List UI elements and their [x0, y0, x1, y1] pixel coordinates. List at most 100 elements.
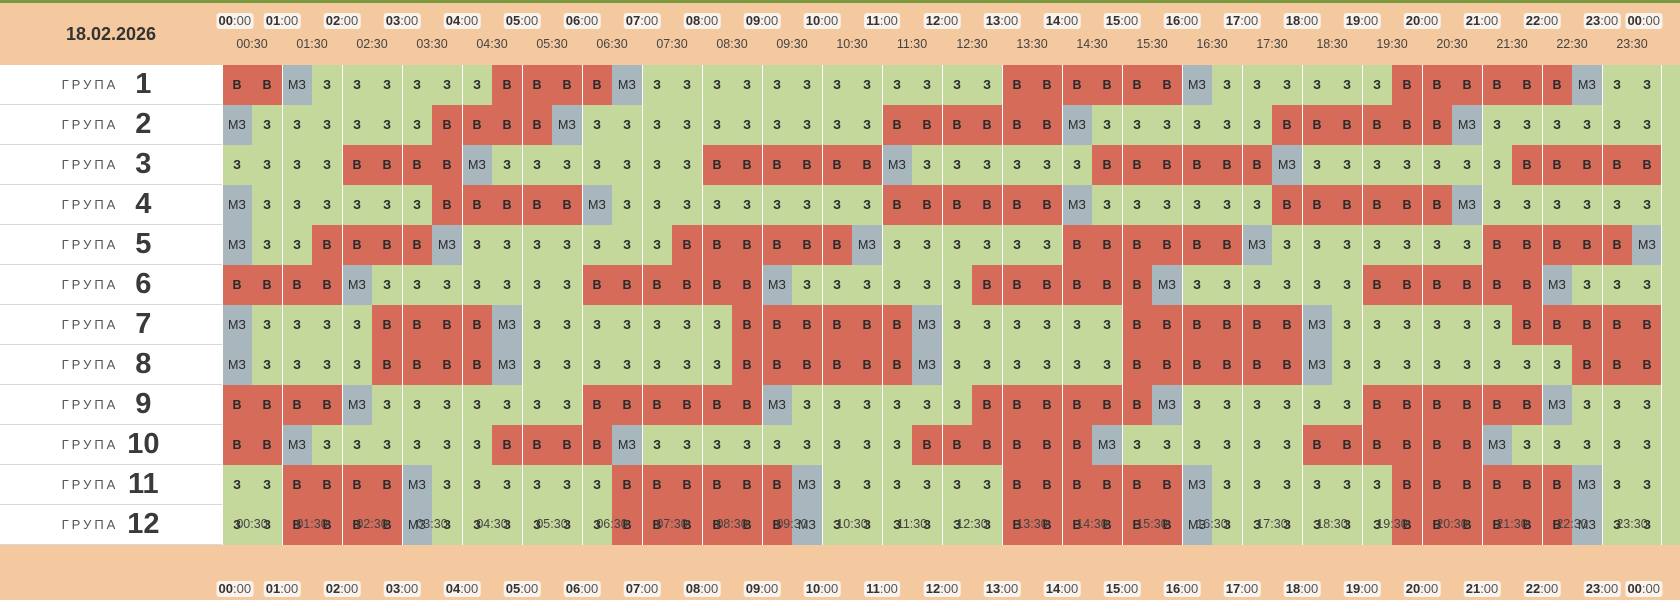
slot-cell-on: З [1572, 385, 1602, 425]
hour-divider [462, 65, 463, 545]
slot-cell-on: З [312, 145, 342, 185]
half-hour-label: 22:30 [1556, 517, 1588, 531]
slot-cell-off: В [1272, 305, 1302, 345]
slot-cell-on: З [1302, 505, 1332, 545]
hour-label-minutes: :00 [1060, 13, 1079, 28]
slot-cell-off: В [402, 345, 432, 385]
slot-cell-off: В [822, 225, 852, 265]
slot-cell-on: З [582, 225, 612, 265]
slot-cell-on: З [1332, 145, 1362, 185]
slot-cell-maybe: МЗ [552, 105, 582, 145]
slot-cell-on: З [672, 145, 702, 185]
slot-cell-on: З [912, 505, 942, 545]
group-label: ГРУПА 4 [0, 185, 222, 225]
group-label-word: ГРУПА [61, 117, 119, 132]
slot-cell-off: В [222, 65, 252, 105]
slot-cell-off: В [252, 65, 282, 105]
slot-cell-off: В [372, 225, 402, 265]
slot-cell-on: З [552, 225, 582, 265]
slot-cell-off: В [282, 465, 312, 505]
slot-cell-on: З [1362, 465, 1392, 505]
half-hour-label: 09:30 [776, 37, 808, 51]
slot-cell-on: З [942, 465, 972, 505]
slot-cell-off: В [1362, 105, 1392, 145]
slot-cell-on: З [672, 105, 702, 145]
slot-cell-maybe: МЗ [762, 385, 792, 425]
slot-cell-off: В [1152, 225, 1182, 265]
slot-cell-on: З [612, 145, 642, 185]
hour-label-minutes: :00 [1480, 581, 1499, 596]
slot-cell-off: В [1392, 425, 1422, 465]
slot-cell-off: В [252, 385, 282, 425]
hour-label-hours: 13 [985, 13, 1001, 28]
slot-cell-off: В [1572, 305, 1602, 345]
slot-cell-on: З [552, 465, 582, 505]
slot-cell-on: З [1452, 345, 1482, 385]
group-row: ГРУПА 12 З З В В В В МЗ З З З З З З В В В В В В МЗ З З З З З З В В В В В… [0, 505, 1680, 545]
slot-cell-on: З [1632, 425, 1662, 465]
slot-cell-off: В [1152, 65, 1182, 105]
slot-cell-off: В [672, 505, 702, 545]
slot-cell-on: З [372, 105, 402, 145]
slot-cell-on: З [642, 225, 672, 265]
hour-label-hours: 23 [1585, 581, 1601, 596]
hour-label-hours: 20 [1405, 581, 1421, 596]
slot-cell-off: В [1452, 505, 1482, 545]
slot-cell-off: В [1482, 65, 1512, 105]
slot-cell-on: З [1542, 185, 1572, 225]
hour-label-hours: 19 [1345, 581, 1361, 596]
hour-divider [1242, 65, 1243, 545]
slot-cell-on: З [462, 425, 492, 465]
slot-cell-maybe: МЗ [432, 225, 462, 265]
slot-cell-on: З [882, 465, 912, 505]
slot-cell-off: В [1272, 185, 1302, 225]
hour-label-minutes: :00 [1600, 13, 1619, 28]
hour-label-hours: 09 [745, 581, 761, 596]
slot-cell-off: В [1362, 265, 1392, 305]
slot-cell-maybe: МЗ [222, 225, 252, 265]
slot-cell-off: В [372, 345, 402, 385]
half-hour-label: 17:30 [1256, 517, 1288, 531]
hour-label: 19:00 [1343, 13, 1381, 29]
group-number: 7 [135, 308, 152, 340]
slot-cell-off: В [1002, 385, 1032, 425]
slot-cell-off: В [1422, 385, 1452, 425]
slot-cell-on: З [1332, 225, 1362, 265]
hour-label: 02:00 [323, 13, 361, 29]
slot-cell-on: З [672, 345, 702, 385]
slot-cell-on: З [612, 225, 642, 265]
slot-cell-off: В [732, 385, 762, 425]
slot-cell-on: З [1122, 185, 1152, 225]
group-label: ГРУПА 9 [0, 385, 222, 425]
group-row: ГРУПА 10 В В МЗ З З З З З З В В В В МЗ З З З З З З З З З В В В В В В МЗ… [0, 425, 1680, 465]
half-hour-label: 09:30 [776, 517, 808, 531]
slot-cell-on: З [702, 345, 732, 385]
slot-cell-on: З [552, 385, 582, 425]
slot-cell-on: З [252, 465, 282, 505]
slot-cell-off: В [1242, 345, 1272, 385]
hour-divider [822, 65, 823, 545]
slot-cell-on: З [792, 105, 822, 145]
hour-label-hours: 00 [218, 581, 233, 596]
half-hour-label: 18:30 [1316, 37, 1348, 51]
slot-cell-on: З [942, 345, 972, 385]
slot-cell-on: З [912, 145, 942, 185]
slot-cell-on: З [1632, 385, 1662, 425]
slot-cell-on: З [822, 105, 852, 145]
slot-cell-off: В [672, 465, 702, 505]
slot-cell-off: В [1572, 345, 1602, 385]
slot-cell-off: В [492, 65, 522, 105]
hour-label-minutes: :00 [820, 581, 839, 596]
group-label: ГРУПА 2 [0, 105, 222, 145]
slot-cell-on: З [762, 425, 792, 465]
hour-label-hours: 00 [1627, 13, 1642, 28]
slot-cell-maybe: МЗ [222, 185, 252, 225]
hour-label-minutes: :00 [700, 581, 719, 596]
slot-cell-maybe: МЗ [1572, 65, 1602, 105]
slot-cell-off: В [1452, 425, 1482, 465]
hour-label-hours: 05 [505, 13, 521, 28]
half-hour-label: 21:30 [1496, 37, 1528, 51]
hour-label-minutes: :00 [640, 581, 659, 596]
slot-cell-maybe: МЗ [1092, 425, 1122, 465]
slot-cell-on: З [972, 465, 1002, 505]
